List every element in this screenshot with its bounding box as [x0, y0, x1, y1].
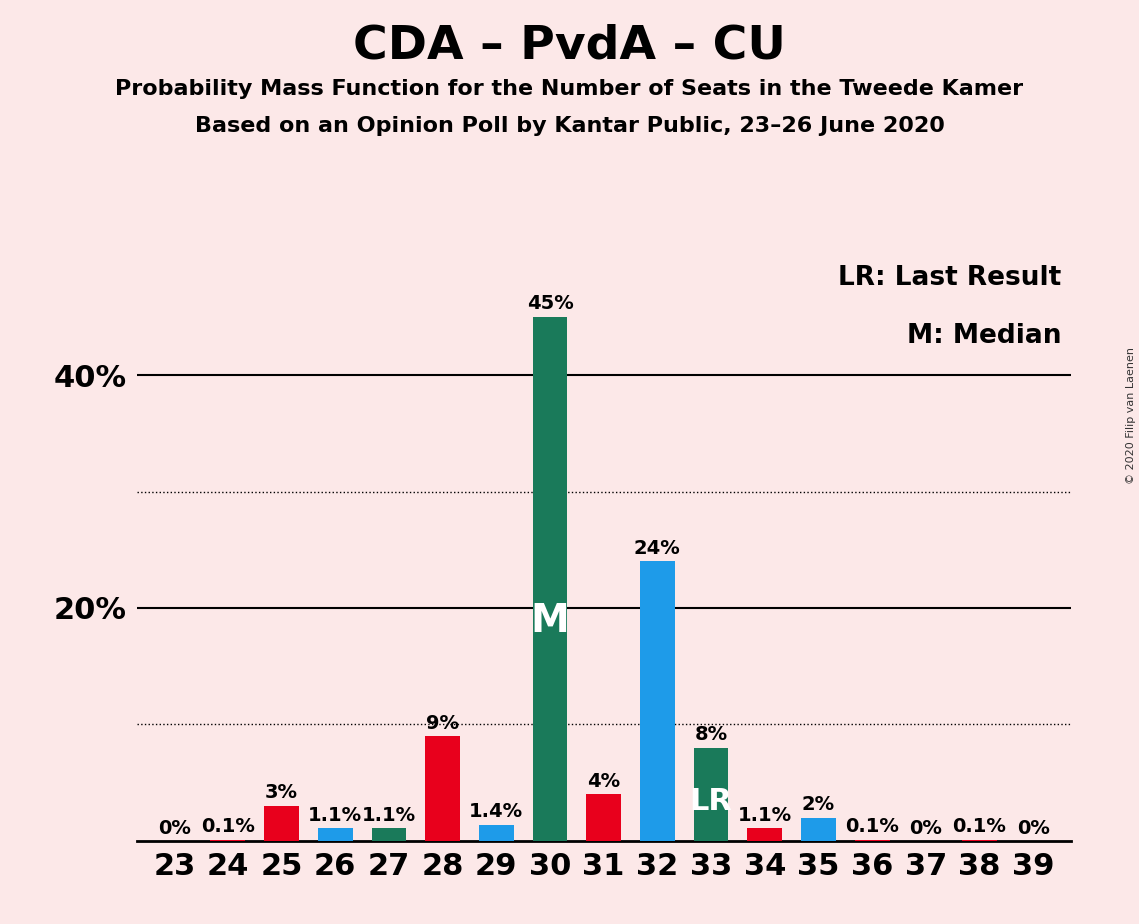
Text: 0%: 0% [1017, 819, 1049, 838]
Bar [318, 828, 353, 841]
Bar [478, 824, 514, 841]
Bar [264, 806, 300, 841]
Text: 3%: 3% [265, 784, 298, 802]
Text: 1.1%: 1.1% [738, 806, 792, 824]
Text: 45%: 45% [526, 295, 573, 313]
Bar [371, 828, 407, 841]
Bar [425, 736, 460, 841]
Text: © 2020 Filip van Laenen: © 2020 Filip van Laenen [1126, 347, 1136, 484]
Bar [694, 748, 729, 841]
Text: LR: LR [689, 787, 732, 816]
Text: 2%: 2% [802, 795, 835, 814]
Text: M: Median: M: Median [907, 322, 1062, 348]
Text: Probability Mass Function for the Number of Seats in the Tweede Kamer: Probability Mass Function for the Number… [115, 79, 1024, 99]
Bar [533, 317, 567, 841]
Text: 24%: 24% [634, 539, 681, 558]
Bar [587, 795, 621, 841]
Text: 0.1%: 0.1% [200, 817, 255, 836]
Text: 0%: 0% [909, 819, 942, 838]
Text: LR: Last Result: LR: Last Result [838, 264, 1062, 290]
Text: 1.1%: 1.1% [362, 806, 416, 824]
Bar [747, 828, 782, 841]
Text: M: M [531, 602, 570, 639]
Text: 0.1%: 0.1% [845, 817, 899, 836]
Text: Based on an Opinion Poll by Kantar Public, 23–26 June 2020: Based on an Opinion Poll by Kantar Publi… [195, 116, 944, 136]
Text: 1.4%: 1.4% [469, 802, 524, 821]
Text: 8%: 8% [695, 725, 728, 744]
Text: 9%: 9% [426, 713, 459, 733]
Bar [211, 840, 245, 841]
Text: 0%: 0% [158, 819, 190, 838]
Text: CDA – PvdA – CU: CDA – PvdA – CU [353, 23, 786, 68]
Text: 1.1%: 1.1% [309, 806, 362, 824]
Text: 0.1%: 0.1% [952, 817, 1007, 836]
Bar [854, 840, 890, 841]
Bar [640, 562, 674, 841]
Bar [801, 818, 836, 841]
Text: 4%: 4% [587, 772, 621, 791]
Bar [962, 840, 997, 841]
